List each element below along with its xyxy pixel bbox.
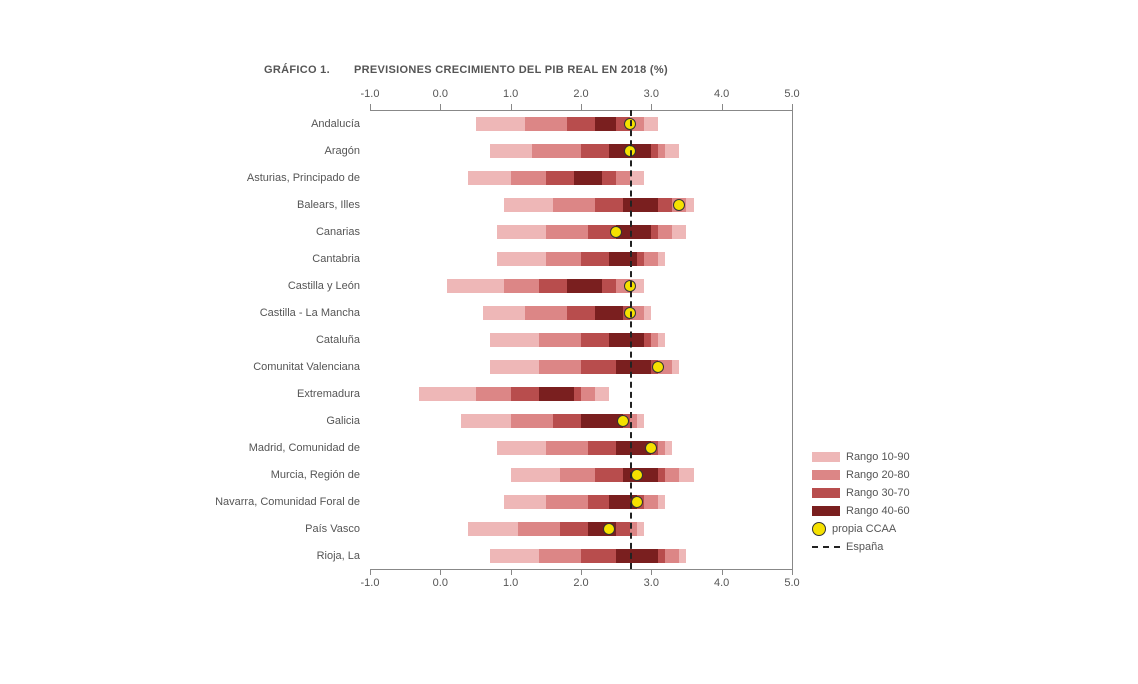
tick-top bbox=[722, 104, 723, 110]
xtick-label-top: 5.0 bbox=[784, 88, 799, 100]
category-label: Balears, Illes bbox=[160, 199, 360, 211]
tick-bottom bbox=[792, 569, 793, 575]
category-label: País Vasco bbox=[160, 523, 360, 535]
tick-bottom bbox=[651, 569, 652, 575]
range-segment bbox=[595, 306, 623, 320]
propia-ccaa-marker bbox=[631, 469, 643, 481]
category-label: Castilla y León bbox=[160, 280, 360, 292]
category-label: Madrid, Comunidad de bbox=[160, 442, 360, 454]
legend-item: Rango 40-60 bbox=[812, 502, 910, 520]
tick-bottom bbox=[370, 569, 371, 575]
legend-label: Rango 40-60 bbox=[846, 505, 910, 517]
propia-ccaa-marker bbox=[673, 199, 685, 211]
legend-item: Rango 10-90 bbox=[812, 448, 910, 466]
propia-ccaa-marker bbox=[645, 442, 657, 454]
range-segment bbox=[616, 549, 658, 563]
tick-top bbox=[511, 104, 512, 110]
xtick-label-top: 4.0 bbox=[714, 88, 729, 100]
range-bar-chart: -1.0-1.00.00.01.01.02.02.03.03.04.04.05.… bbox=[370, 110, 792, 569]
range-segment bbox=[567, 279, 602, 293]
legend-label: propia CCAA bbox=[832, 523, 896, 535]
legend-swatch bbox=[812, 470, 840, 480]
xtick-label-top: 1.0 bbox=[503, 88, 518, 100]
xtick-label-bottom: 3.0 bbox=[644, 577, 659, 589]
legend-swatch bbox=[812, 506, 840, 516]
tick-bottom bbox=[581, 569, 582, 575]
axis-top bbox=[370, 110, 792, 111]
xtick-label-bottom: 0.0 bbox=[433, 577, 448, 589]
legend-swatch bbox=[812, 488, 840, 498]
propia-ccaa-marker bbox=[652, 361, 664, 373]
category-label: Andalucía bbox=[160, 118, 360, 130]
category-label: Asturias, Principado de bbox=[160, 172, 360, 184]
range-segment bbox=[616, 360, 651, 374]
tick-bottom bbox=[722, 569, 723, 575]
category-label: Canarias bbox=[160, 226, 360, 238]
tick-top bbox=[581, 104, 582, 110]
tick-bottom bbox=[440, 569, 441, 575]
legend-item: Rango 30-70 bbox=[812, 484, 910, 502]
category-label: Cataluña bbox=[160, 334, 360, 346]
legend-label: España bbox=[846, 541, 883, 553]
tick-top bbox=[440, 104, 441, 110]
category-label: Murcia, Región de bbox=[160, 469, 360, 481]
legend-label: Rango 20-80 bbox=[846, 469, 910, 481]
category-label: Navarra, Comunidad Foral de bbox=[160, 496, 360, 508]
range-segment bbox=[609, 252, 637, 266]
legend-label: Rango 10-90 bbox=[846, 451, 910, 463]
xtick-label-top: -1.0 bbox=[361, 88, 380, 100]
tick-top bbox=[792, 104, 793, 110]
propia-ccaa-marker bbox=[603, 523, 615, 535]
xtick-label-top: 2.0 bbox=[573, 88, 588, 100]
legend-swatch bbox=[812, 452, 840, 462]
xtick-label-bottom: 4.0 bbox=[714, 577, 729, 589]
legend-item: propia CCAA bbox=[812, 520, 910, 538]
legend-marker-icon bbox=[812, 522, 826, 536]
xtick-label-top: 0.0 bbox=[433, 88, 448, 100]
category-label: Galicia bbox=[160, 415, 360, 427]
propia-ccaa-marker bbox=[610, 226, 622, 238]
propia-ccaa-marker bbox=[631, 496, 643, 508]
xtick-label-bottom: 2.0 bbox=[573, 577, 588, 589]
range-segment bbox=[609, 333, 644, 347]
chart-stage: GRÁFICO 1. PREVISIONES CRECIMIENTO DEL P… bbox=[0, 0, 1138, 684]
chart-title-main: PREVISIONES CRECIMIENTO DEL PIB REAL EN … bbox=[354, 64, 668, 76]
xtick-label-top: 3.0 bbox=[644, 88, 659, 100]
chart-title-prefix: GRÁFICO 1. bbox=[264, 64, 330, 76]
legend-label: Rango 30-70 bbox=[846, 487, 910, 499]
category-label: Rioja, La bbox=[160, 550, 360, 562]
legend-dash-icon bbox=[812, 546, 840, 548]
range-segment bbox=[539, 387, 574, 401]
category-label: Cantabria bbox=[160, 253, 360, 265]
category-label: Extremadura bbox=[160, 388, 360, 400]
legend-item: España bbox=[812, 538, 910, 556]
category-label: Aragón bbox=[160, 145, 360, 157]
espana-reference-line bbox=[630, 110, 632, 569]
tick-top bbox=[370, 104, 371, 110]
tick-bottom bbox=[511, 569, 512, 575]
xtick-label-bottom: -1.0 bbox=[361, 577, 380, 589]
legend-item: Rango 20-80 bbox=[812, 466, 910, 484]
range-segment bbox=[595, 117, 616, 131]
category-label: Comunitat Valenciana bbox=[160, 361, 360, 373]
category-label: Castilla - La Mancha bbox=[160, 307, 360, 319]
axis-right bbox=[792, 110, 793, 569]
range-segment bbox=[623, 198, 658, 212]
range-segment bbox=[574, 171, 602, 185]
tick-top bbox=[651, 104, 652, 110]
propia-ccaa-marker bbox=[617, 415, 629, 427]
chart-legend: Rango 10-90 Rango 20-80 Rango 30-70 Rango 4… bbox=[812, 448, 910, 556]
xtick-label-bottom: 5.0 bbox=[784, 577, 799, 589]
xtick-label-bottom: 1.0 bbox=[503, 577, 518, 589]
